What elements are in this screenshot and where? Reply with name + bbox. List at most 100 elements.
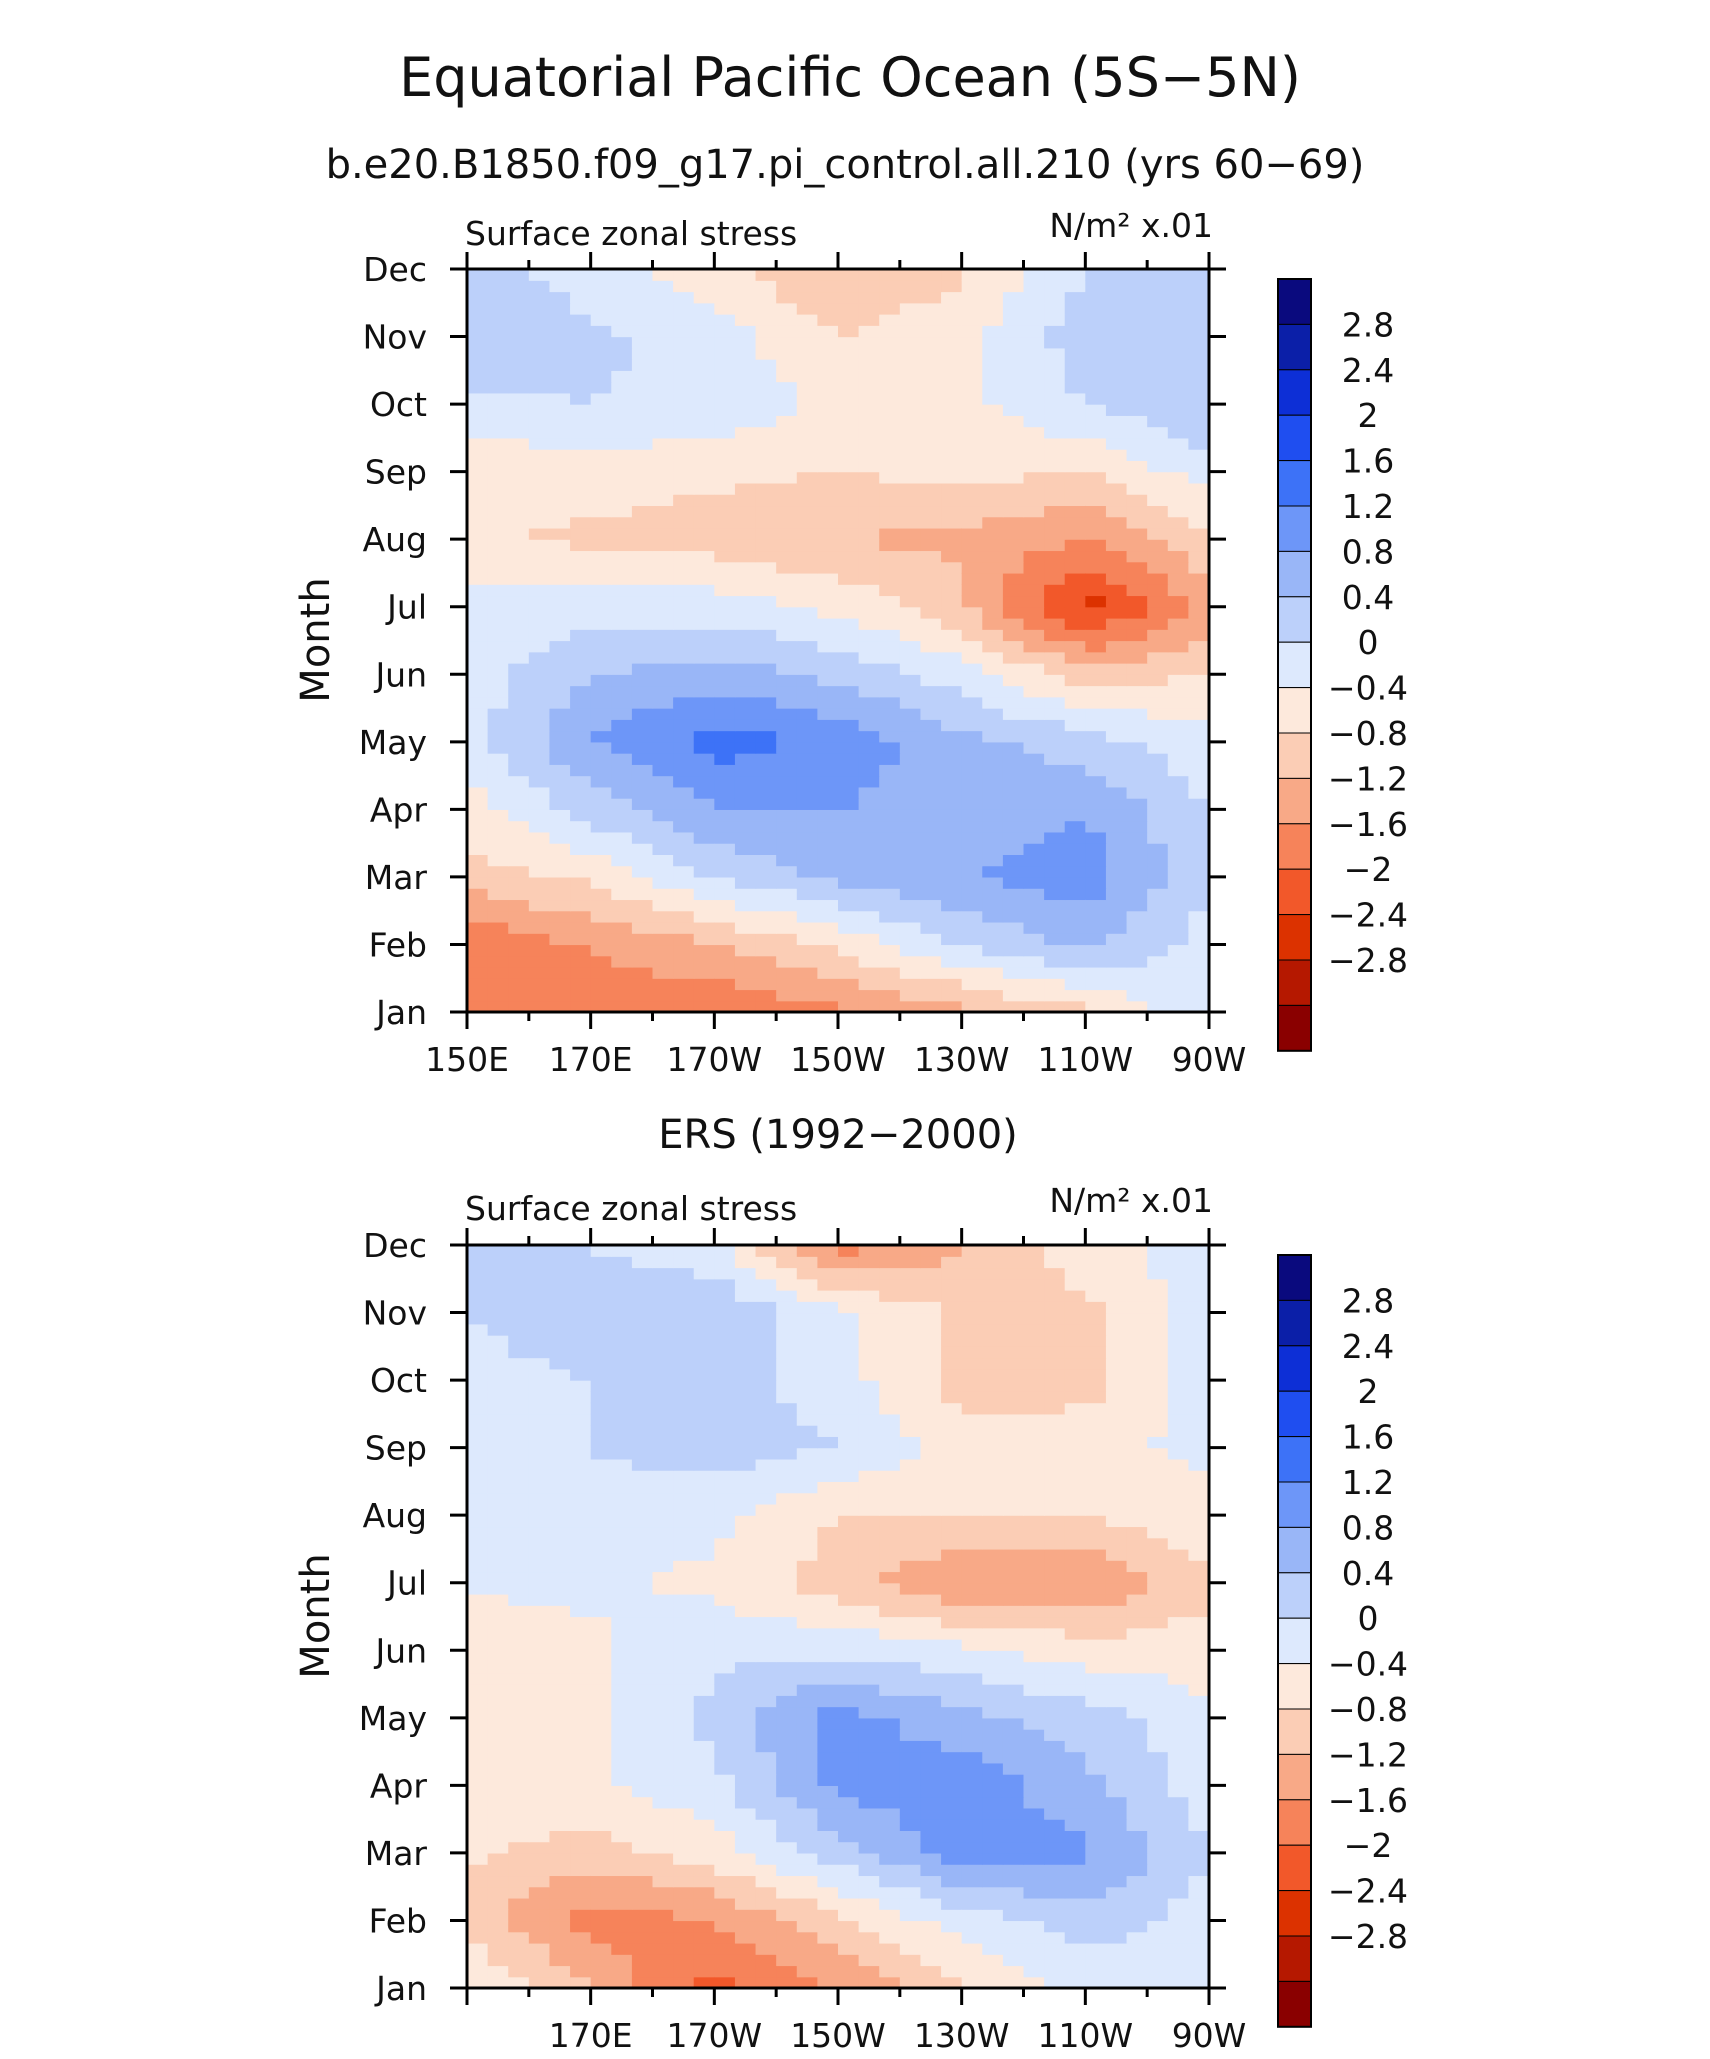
heatmap-cell xyxy=(693,764,715,777)
heatmap-cell xyxy=(528,1267,551,1280)
heatmap-cell xyxy=(1147,899,1169,912)
heatmap-cell xyxy=(755,1256,777,1269)
heatmap-cell xyxy=(941,831,963,844)
heatmap-cell xyxy=(899,1976,922,1988)
heatmap-cell xyxy=(1167,809,1189,822)
heatmap-cell xyxy=(1105,1684,1128,1696)
heatmap-cell xyxy=(1167,820,1189,833)
heatmap-cell xyxy=(899,685,922,698)
heatmap-cell xyxy=(528,1796,551,1809)
heatmap-cell xyxy=(1002,1548,1025,1561)
heatmap-cell xyxy=(631,595,654,608)
heatmap-cell xyxy=(487,978,509,991)
heatmap-cell xyxy=(941,1380,963,1392)
heatmap-cell xyxy=(982,1740,1004,1753)
heatmap-cell xyxy=(817,505,839,518)
heatmap-cell xyxy=(982,1807,1004,1820)
heatmap-cell xyxy=(508,989,530,1002)
heatmap-cell xyxy=(1085,1796,1107,1809)
heatmap-cell xyxy=(879,505,901,518)
heatmap-cell xyxy=(1147,1909,1169,1922)
heatmap-cell xyxy=(961,1706,983,1719)
heatmap-cell xyxy=(858,381,880,394)
heatmap-cell xyxy=(1126,1639,1148,1651)
heatmap-cell xyxy=(838,1391,860,1404)
heatmap-cell xyxy=(1023,1593,1045,1606)
heatmap-cell xyxy=(1044,1425,1066,1437)
heatmap-cell xyxy=(1126,314,1148,326)
heatmap-cell xyxy=(899,1290,922,1302)
heatmap-cell xyxy=(1085,1357,1107,1370)
heatmap-cell xyxy=(1002,854,1025,867)
heatmap-cell xyxy=(1064,359,1086,371)
heatmap-cell xyxy=(1044,730,1066,743)
heatmap-cell xyxy=(1147,505,1169,518)
heatmap-cell xyxy=(714,1819,736,1831)
heatmap-cell xyxy=(1147,1706,1169,1719)
heatmap-cell xyxy=(570,1391,592,1404)
heatmap-cell xyxy=(570,798,592,810)
heatmap-cell xyxy=(673,786,695,799)
heatmap-cell xyxy=(1044,606,1066,619)
heatmap-cell xyxy=(817,1436,839,1449)
heatmap-cell xyxy=(755,944,777,957)
heatmap-cell xyxy=(961,966,983,979)
heatmap-cell xyxy=(611,910,633,923)
heatmap-cell xyxy=(1064,381,1086,394)
heatmap-cell xyxy=(1085,1942,1107,1955)
heatmap-cell xyxy=(961,516,983,529)
heatmap-cell xyxy=(838,1706,860,1719)
heatmap-cell xyxy=(652,1897,674,1910)
heatmap-cell xyxy=(631,1368,654,1381)
heatmap-cell xyxy=(590,921,612,934)
heatmap-cell xyxy=(1064,1256,1086,1269)
heatmap-cell xyxy=(920,1875,942,1888)
heatmap-cell xyxy=(1064,1267,1086,1280)
heatmap-cell xyxy=(570,753,592,765)
colorbar-label: 2 xyxy=(1358,1372,1379,1411)
heatmap-cell xyxy=(693,1774,715,1786)
heatmap-cell xyxy=(1023,888,1045,901)
heatmap-cell xyxy=(796,921,818,934)
heatmap-cell xyxy=(920,1571,942,1584)
heatmap-cell xyxy=(1002,1582,1025,1595)
heatmap-cell xyxy=(858,685,880,698)
heatmap-cell xyxy=(941,674,963,687)
heatmap-cell xyxy=(1188,1256,1209,1269)
heatmap-cell xyxy=(1188,437,1209,450)
heatmap-cell xyxy=(549,1312,571,1325)
heatmap-cell xyxy=(899,1492,922,1505)
heatmap-cell xyxy=(1105,1290,1128,1302)
heatmap-cell xyxy=(1105,1278,1128,1291)
heatmap-cell xyxy=(1023,516,1045,529)
heatmap-cell xyxy=(590,1537,612,1550)
heatmap-cell xyxy=(755,1571,777,1584)
heatmap-cell xyxy=(858,809,880,822)
heatmap-cell xyxy=(1188,1819,1209,1831)
heatmap-cell xyxy=(590,989,612,1002)
heatmap-cell xyxy=(652,494,674,507)
heatmap-cell xyxy=(1064,663,1086,675)
heatmap-cell xyxy=(879,730,901,743)
heatmap-cell xyxy=(487,854,509,867)
heatmap-cell xyxy=(920,865,942,878)
heatmap-cell xyxy=(1044,426,1066,439)
heatmap-cell xyxy=(1105,1323,1128,1336)
heatmap-cell xyxy=(899,966,922,979)
heatmap-cell xyxy=(899,1447,922,1460)
heatmap-cell xyxy=(508,1605,530,1618)
heatmap-cell xyxy=(1126,1245,1148,1257)
heatmap-cell xyxy=(487,1605,509,1618)
heatmap-cell xyxy=(1044,764,1066,777)
heatmap-cell xyxy=(570,359,592,371)
heatmap-cell xyxy=(1023,786,1045,799)
heatmap-cell xyxy=(1002,1954,1025,1967)
heatmap-cell xyxy=(755,1357,777,1370)
heatmap-cell xyxy=(879,1852,901,1865)
heatmap-cell xyxy=(899,1323,922,1336)
heatmap-cell xyxy=(1064,1357,1086,1370)
heatmap-cell xyxy=(1147,1864,1169,1877)
heatmap-cell xyxy=(1044,989,1066,1002)
heatmap-cell xyxy=(1105,1864,1128,1877)
heatmap-cell xyxy=(1064,1436,1086,1449)
